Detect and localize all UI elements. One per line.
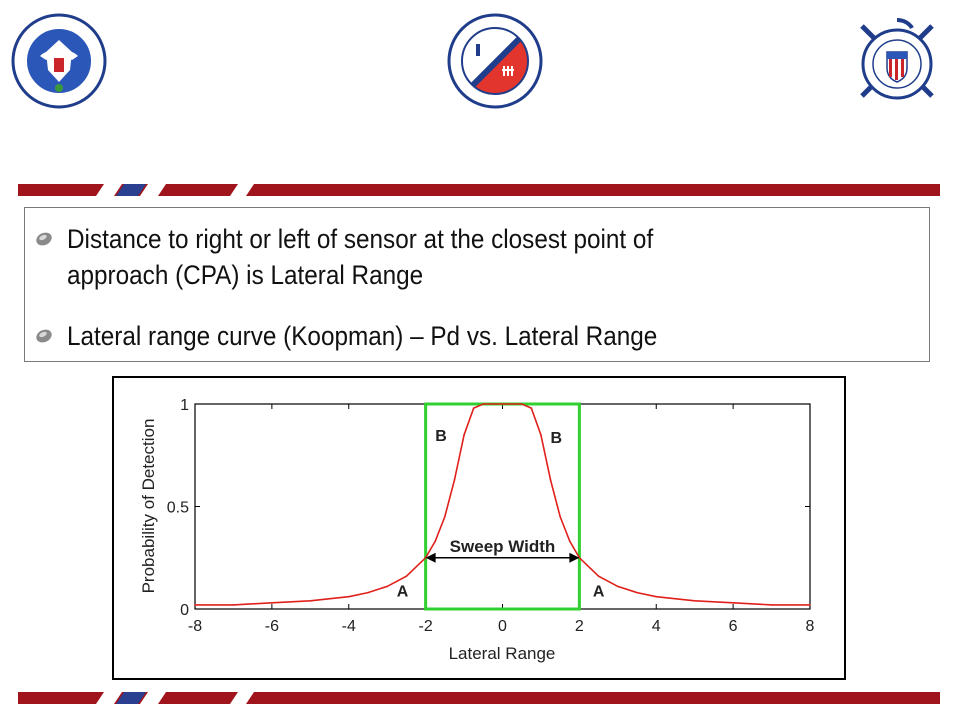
data-point [444,515,446,518]
data-point [347,595,350,598]
annotation-b-right: B [551,430,563,447]
x-tick-label: -4 [342,618,356,635]
bullet-1-line-2: approach (CPA) is Lateral Range [67,260,424,290]
y-tick-label: 1 [180,397,189,414]
y-tick-label: 0 [180,602,189,619]
x-tick-label: -2 [419,618,433,635]
bullet-2-line-1: Lateral range curve (Koopman) – Pd vs. L… [67,321,658,351]
y-axis-label: Probability of Detection [139,419,158,594]
x-tick-label: -6 [265,618,279,635]
data-point [501,403,504,405]
uscg-seal-logo [860,18,934,100]
x-tick-label: 0 [498,618,507,635]
annotation-a-left: A [397,584,409,601]
data-point [655,595,658,598]
data-point [520,403,523,405]
bullet-1-line-1: Distance to right or left of sensor at t… [67,224,654,254]
data-point [770,604,773,606]
rdc-seal-logo [447,13,543,109]
data-point [732,602,734,604]
data-point [405,575,408,577]
bullet-item-2: Lateral range curve (Koopman) – Pd vs. L… [35,318,723,354]
data-point [386,585,388,588]
data-point [540,433,542,436]
dhs-seal-logo [11,13,107,109]
data-point [367,591,369,594]
top-stripe-band [18,184,940,196]
data-point [463,433,465,436]
data-point [809,604,811,606]
data-point [530,407,533,409]
x-tick-label: 2 [575,618,584,635]
x-tick-label: -8 [188,618,202,635]
data-point [568,540,571,543]
data-point [578,556,581,559]
annotation-a-right: A [593,584,605,601]
data-point [617,585,619,588]
data-point [636,591,638,594]
annotation-b-left: B [435,428,447,445]
data-point [549,479,552,481]
y-tick-label: 0.5 [167,500,189,517]
bullet-item-1: Distance to right or left of sensor at t… [35,221,718,293]
data-point [597,575,600,577]
bullet-text-2: Lateral range curve (Koopman) – Pd vs. L… [67,318,657,354]
data-point [271,602,273,604]
data-point [472,407,475,409]
data-point [194,604,196,606]
data-point [693,600,696,602]
data-point [453,479,456,481]
x-axis-label: Lateral Range [449,644,556,663]
x-tick-label: 8 [806,618,815,635]
x-tick-label: 6 [729,618,738,635]
bullet-text-box: Distance to right or left of sensor at t… [24,207,930,362]
bullet-diamond-icon [36,232,52,246]
data-point [482,403,485,405]
bullet-text-1: Distance to right or left of sensor at t… [67,221,653,293]
bullet-diamond-icon [36,329,52,343]
data-point [309,600,312,602]
sweep-width-label: Sweep Width [450,537,556,556]
chart-canvas: -8 -6 -4 -2 0 2 4 6 8 0 0.5 1 Sweep Width B B A A L… [139,397,815,663]
data-point [232,604,235,606]
x-tick-label: 4 [652,618,661,635]
bottom-stripe-band [18,692,940,704]
lateral-range-chart: -8 -6 -4 -2 0 2 4 6 8 0 0.5 1 Sweep Width B B A A L… [112,376,846,680]
sweep-arrow-left-head [425,552,436,563]
sweep-arrow-right-head [569,552,580,563]
data-point [559,515,561,518]
plot-area-frame [194,403,811,610]
data-point [434,540,437,543]
